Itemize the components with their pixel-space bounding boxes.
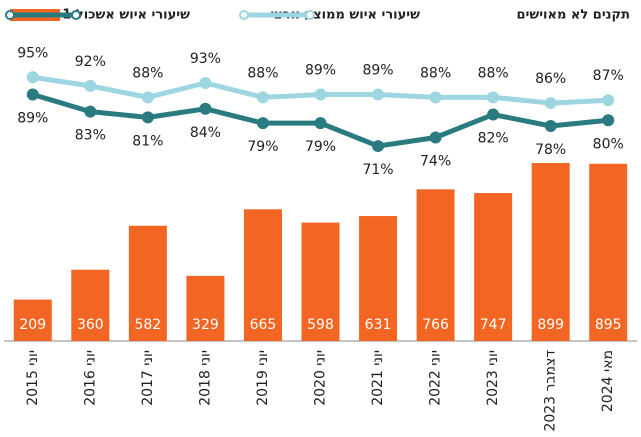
- x-tick-label: יוני 2021: [370, 350, 386, 406]
- line-marker: [256, 117, 269, 130]
- line-value-label: 74%: [420, 153, 451, 169]
- x-tick-label: יוני 2017: [140, 350, 156, 406]
- line-marker: [372, 140, 385, 153]
- line-marker: [26, 71, 39, 84]
- legend-marker: [305, 10, 315, 20]
- line-value-label: 79%: [247, 139, 278, 155]
- bar: [243, 209, 282, 341]
- bar-value-label: 209: [19, 317, 46, 333]
- line-value-label: 84%: [190, 125, 221, 141]
- line-marker: [84, 105, 97, 118]
- legend-marker: [239, 10, 249, 20]
- line-value-label: 88%: [247, 65, 278, 81]
- legend-marker: [5, 10, 15, 20]
- line-marker: [487, 91, 500, 104]
- line-marker: [26, 88, 39, 101]
- line-marker: [256, 91, 269, 104]
- x-tick-label: יוני 2015: [25, 350, 41, 406]
- line-marker: [141, 111, 154, 124]
- bar: [474, 193, 513, 341]
- bar: [128, 225, 167, 341]
- bar-value-label: 329: [192, 317, 219, 333]
- line-marker: [602, 114, 615, 127]
- bar-value-label: 747: [480, 317, 507, 333]
- bar-value-label: 899: [537, 317, 564, 333]
- x-tick-label: יוני 2022: [428, 350, 444, 406]
- line-marker: [84, 79, 97, 92]
- line-marker: [544, 97, 557, 110]
- line-marker: [199, 77, 212, 89]
- bar-value-label: 360: [77, 317, 104, 333]
- x-tick-label: יוני 2019: [255, 350, 271, 406]
- bar-value-label: 631: [365, 317, 392, 333]
- bar-value-label: 766: [422, 317, 449, 333]
- line-value-label: 87%: [593, 68, 624, 84]
- line-marker: [141, 91, 154, 104]
- line-value-label: 79%: [305, 139, 336, 155]
- bar: [13, 299, 52, 341]
- line-marker: [372, 88, 385, 101]
- line-value-label: 89%: [362, 62, 393, 78]
- bar-value-label: 665: [250, 317, 277, 333]
- line-marker: [314, 117, 327, 130]
- line-value-label: 95%: [17, 45, 48, 61]
- x-tick-label: דצמבר 2023: [543, 350, 559, 432]
- x-tick-label: יוני 2018: [197, 350, 213, 406]
- line-value-label: 86%: [535, 71, 566, 87]
- line-value-label: 88%: [132, 65, 163, 81]
- line-value-label: 78%: [535, 142, 566, 158]
- legend-label: שיעורי איוש אשכול 1: [62, 8, 190, 23]
- line-value-label: 93%: [190, 51, 221, 67]
- line-value-label: 92%: [75, 54, 106, 70]
- bar: [359, 216, 398, 341]
- bar: [416, 189, 455, 341]
- line-marker: [487, 108, 500, 121]
- bar: [71, 269, 110, 341]
- line-marker: [199, 102, 212, 115]
- line-marker: [429, 131, 442, 144]
- bar-value-label: 598: [307, 317, 334, 333]
- bar: [531, 162, 570, 341]
- line-value-label: 71%: [362, 162, 393, 178]
- line-value-label: 88%: [420, 65, 451, 81]
- line-marker: [544, 120, 557, 132]
- bar-value-label: 895: [595, 317, 622, 333]
- bar: [301, 222, 340, 341]
- line-marker: [314, 88, 327, 101]
- x-tick-label: יוני 2016: [82, 350, 98, 406]
- legend-marker: [71, 10, 81, 20]
- bar: [186, 275, 225, 341]
- line-value-label: 82%: [478, 131, 509, 147]
- line-value-label: 83%: [75, 128, 106, 144]
- line-value-label: 89%: [17, 110, 48, 126]
- line-marker: [602, 94, 615, 107]
- line-value-label: 88%: [478, 65, 509, 81]
- x-tick-label: יוני 2023: [485, 350, 501, 406]
- line-value-label: 89%: [305, 62, 336, 78]
- bar-value-label: 582: [134, 317, 161, 333]
- line-value-label: 80%: [593, 136, 624, 152]
- legend-label: תקנים לא מאוישים: [516, 8, 630, 23]
- x-tick-label: יוני 2020: [313, 350, 329, 406]
- bar: [589, 163, 628, 341]
- x-tick-label: מאי 2024: [600, 350, 616, 412]
- line-value-label: 81%: [132, 133, 163, 149]
- line-marker: [429, 91, 442, 104]
